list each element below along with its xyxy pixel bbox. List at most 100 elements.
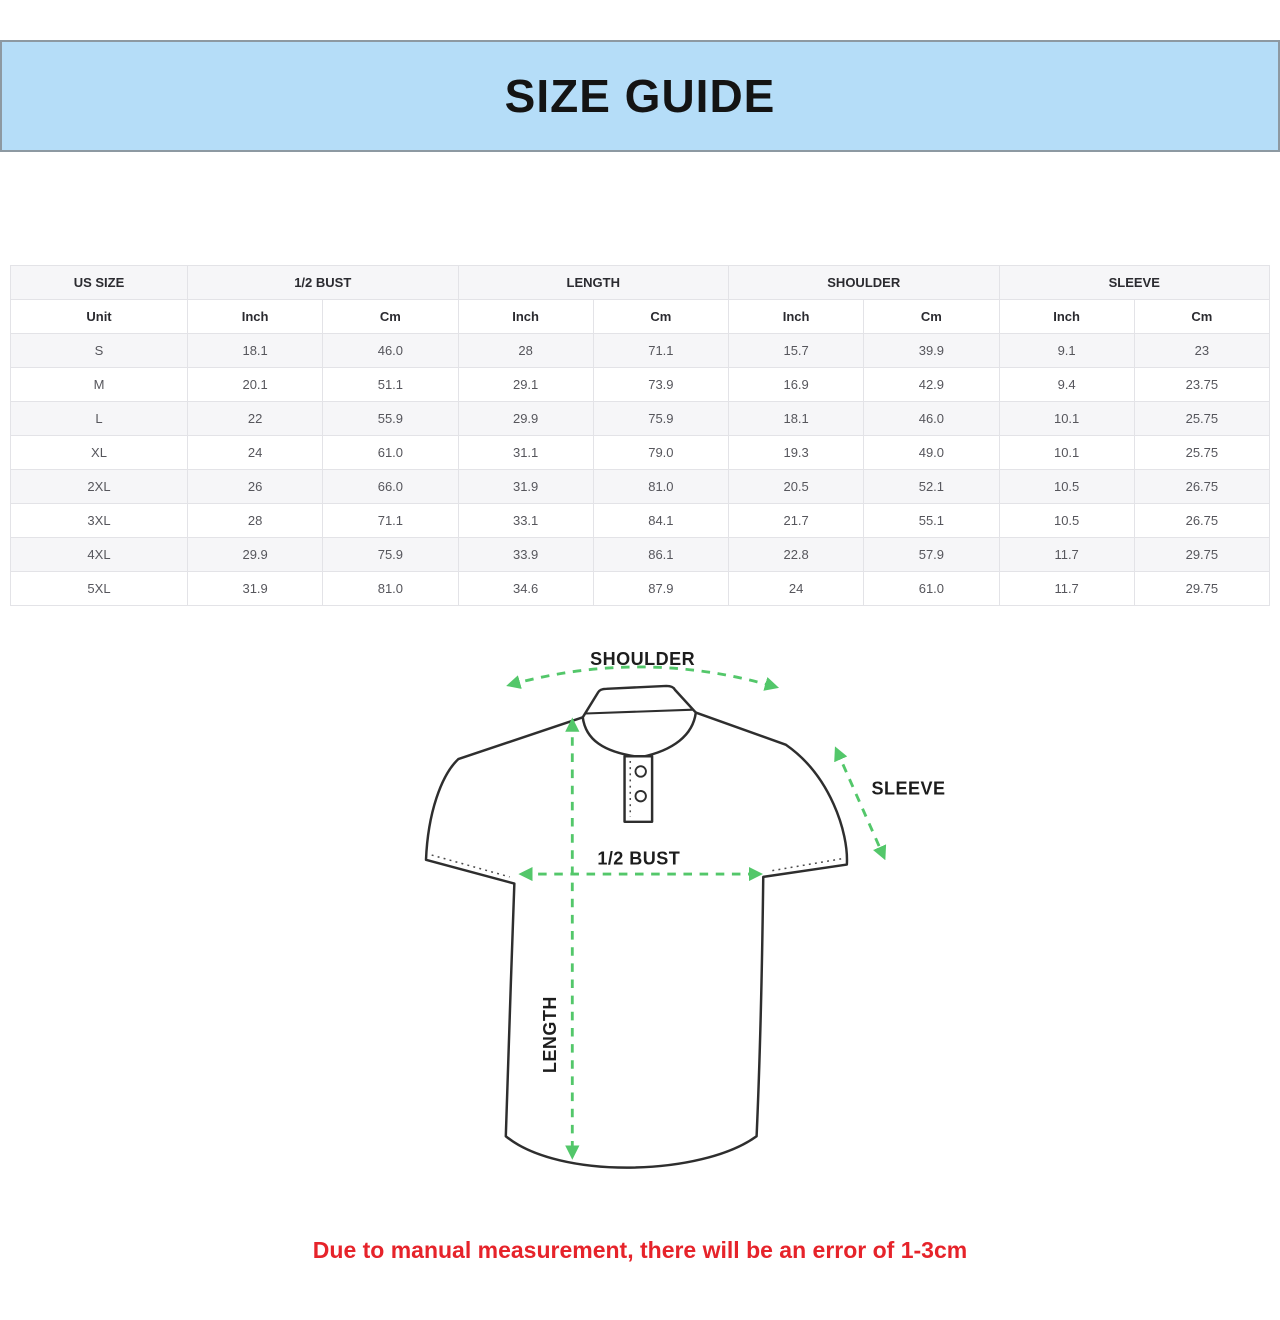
length-label: LENGTH (540, 996, 560, 1073)
value-cell: 25.75 (1133, 435, 1271, 470)
collar-band-line (584, 708, 694, 715)
col-group-shoulder: SHOULDER (728, 265, 1000, 300)
value-cell: 39.9 (863, 333, 1000, 368)
value-cell: 29.1 (457, 367, 594, 402)
table-row: L 22 55.9 29.9 75.9 18.1 46.0 10.1 25.75 (10, 401, 1271, 436)
value-cell: 20.1 (186, 367, 324, 402)
unit-header-cell: Cm (863, 299, 1000, 334)
value-cell: 29.75 (1133, 571, 1271, 606)
measurement-note: Due to manual measurement, there will be… (312, 1237, 968, 1263)
value-cell: 22 (186, 401, 324, 436)
size-guide-banner: SIZE GUIDE (0, 40, 1280, 152)
col-group-length: LENGTH (457, 265, 729, 300)
value-cell: 55.9 (322, 401, 459, 436)
value-cell: 75.9 (592, 401, 730, 436)
value-cell: 81.0 (322, 571, 459, 606)
value-cell: 52.1 (863, 469, 1000, 504)
value-cell: 18.1 (186, 333, 324, 368)
value-cell: 46.0 (322, 333, 459, 368)
button (634, 765, 647, 778)
value-cell: 24 (186, 435, 324, 470)
unit-header-row: Unit Inch Cm Inch Cm Inch Cm Inch Cm (10, 299, 1271, 334)
unit-header-cell: Unit (10, 299, 188, 334)
shoulder-label: SHOULDER (590, 649, 695, 669)
size-cell: 3XL (10, 503, 188, 538)
sleeve-label: SLEEVE (872, 778, 946, 798)
value-cell: 23 (1133, 333, 1271, 368)
value-cell: 71.1 (592, 333, 730, 368)
size-cell: M (10, 367, 188, 402)
value-cell: 51.1 (322, 367, 459, 402)
value-cell: 34.6 (457, 571, 594, 606)
value-cell: 46.0 (863, 401, 1000, 436)
value-cell: 61.0 (322, 435, 459, 470)
polo-measurement-diagram: SHOULDER SLEEVE 1/2 BUST LENGTH (407, 642, 977, 1184)
table-row: 5XL 31.9 81.0 34.6 87.9 24 61.0 11.7 29.75 (10, 571, 1271, 606)
unit-header-cell: Cm (322, 299, 459, 334)
table-row: M 20.1 51.1 29.1 73.9 16.9 42.9 9.4 23.75 (10, 367, 1271, 402)
value-cell: 84.1 (592, 503, 730, 538)
value-cell: 15.7 (727, 333, 865, 368)
table-row: S 18.1 46.0 28 71.1 15.7 39.9 9.1 23 (10, 333, 1271, 368)
value-cell: 49.0 (863, 435, 1000, 470)
value-cell: 57.9 (863, 537, 1000, 572)
value-cell: 28 (457, 333, 594, 368)
col-group-us-size: US SIZE (10, 265, 188, 300)
value-cell: 16.9 (727, 367, 865, 402)
size-cell: 2XL (10, 469, 188, 504)
value-cell: 26.75 (1133, 469, 1271, 504)
left-sleeve-stitch (431, 854, 510, 878)
value-cell: 31.9 (186, 571, 324, 606)
value-cell: 10.1 (998, 435, 1135, 470)
size-cell: S (10, 333, 188, 368)
shoulder-measure-arrow (506, 665, 780, 691)
size-cell: XL (10, 435, 188, 470)
value-cell: 11.7 (998, 537, 1135, 572)
value-cell: 29.9 (186, 537, 324, 572)
value-cell: 87.9 (592, 571, 730, 606)
value-cell: 31.9 (457, 469, 594, 504)
unit-header-cell: Inch (998, 299, 1135, 334)
unit-header-cell: Inch (727, 299, 865, 334)
value-cell: 26.75 (1133, 503, 1271, 538)
value-cell: 29.9 (457, 401, 594, 436)
value-cell: 75.9 (322, 537, 459, 572)
value-cell: 66.0 (322, 469, 459, 504)
bust-label: 1/2 BUST (597, 849, 680, 869)
value-cell: 71.1 (322, 503, 459, 538)
value-cell: 10.5 (998, 503, 1135, 538)
value-cell: 33.9 (457, 537, 594, 572)
value-cell: 25.75 (1133, 401, 1271, 436)
value-cell: 73.9 (592, 367, 730, 402)
table-row: 4XL 29.9 75.9 33.9 86.1 22.8 57.9 11.7 29.75 (10, 537, 1271, 572)
size-cell: 5XL (10, 571, 188, 606)
size-chart-table: US SIZE 1/2 BUST LENGTH SHOULDER SLEEVE … (10, 265, 1271, 606)
table-row: 3XL 28 71.1 33.1 84.1 21.7 55.1 10.5 26.75 (10, 503, 1271, 538)
value-cell: 22.8 (727, 537, 865, 572)
value-cell: 9.4 (998, 367, 1135, 402)
value-cell: 26 (186, 469, 324, 504)
size-cell: L (10, 401, 188, 436)
group-header-row: US SIZE 1/2 BUST LENGTH SHOULDER SLEEVE (10, 265, 1270, 300)
value-cell: 24 (727, 571, 865, 606)
shirt-outline (424, 711, 849, 1169)
value-cell: 23.75 (1133, 367, 1271, 402)
button (634, 789, 647, 803)
polo-shirt-illustration: SHOULDER SLEEVE 1/2 BUST LENGTH (424, 649, 946, 1169)
value-cell: 21.7 (727, 503, 865, 538)
value-cell: 19.3 (727, 435, 865, 470)
size-cell: 4XL (10, 537, 188, 572)
value-cell: 11.7 (998, 571, 1135, 606)
value-cell: 42.9 (863, 367, 1000, 402)
value-cell: 20.5 (727, 469, 865, 504)
value-cell: 18.1 (727, 401, 865, 436)
unit-header-cell: Cm (592, 299, 730, 334)
size-table-body: S 18.1 46.0 28 71.1 15.7 39.9 9.1 23 M 20.1 51.1 29.… (10, 333, 1271, 606)
value-cell: 55.1 (863, 503, 1000, 538)
value-cell: 31.1 (457, 435, 594, 470)
value-cell: 10.5 (998, 469, 1135, 504)
value-cell: 86.1 (592, 537, 730, 572)
unit-header-cell: Inch (186, 299, 324, 334)
value-cell: 9.1 (998, 333, 1135, 368)
sleeve-measure-arrow (834, 746, 887, 861)
